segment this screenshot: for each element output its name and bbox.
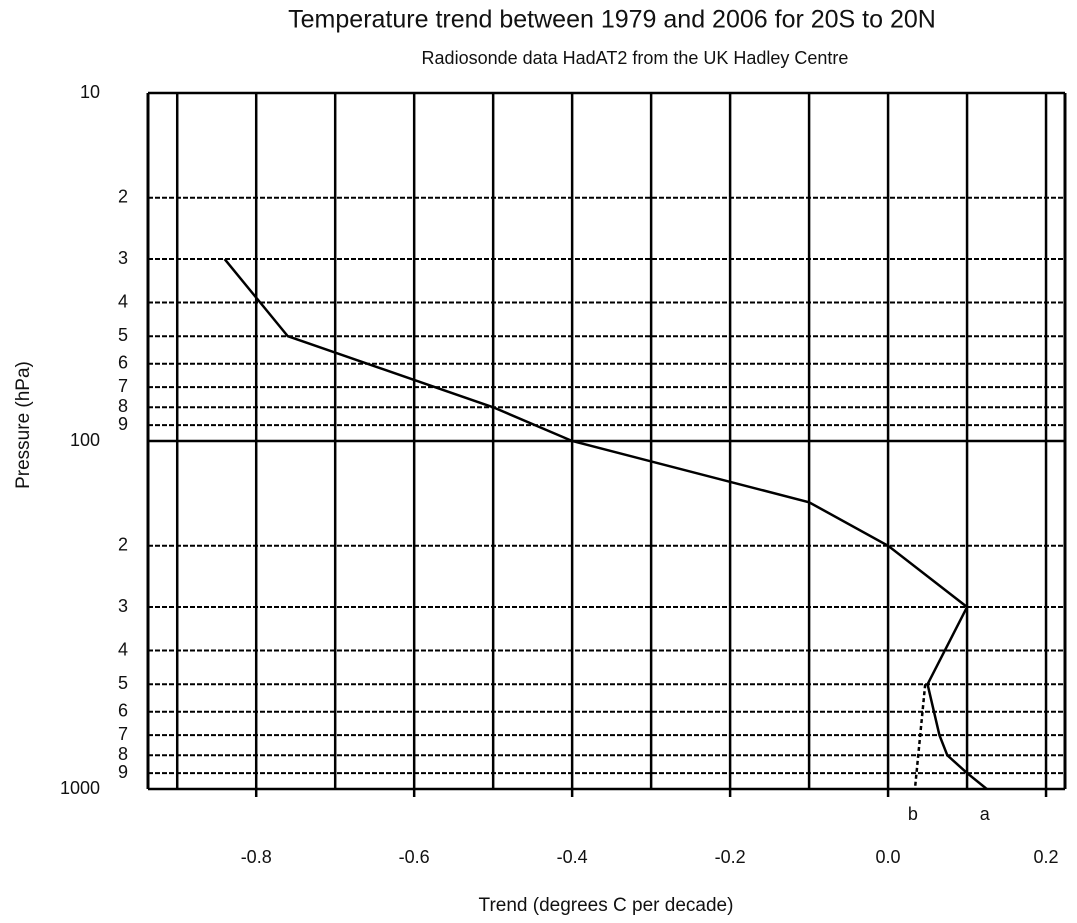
y-tick-label: 6 <box>118 353 128 373</box>
x-tick-label: 0.2 <box>1034 847 1059 867</box>
x-tick-label: -0.4 <box>557 847 588 867</box>
y-tick-label: 7 <box>118 376 128 396</box>
y-tick-label: 1000 <box>60 778 100 798</box>
y-tick-label: 7 <box>118 724 128 744</box>
data-line <box>223 258 988 790</box>
y-tick-label: 9 <box>118 414 128 434</box>
x-tick-label: -0.8 <box>241 847 272 867</box>
x-tick-label: -0.6 <box>399 847 430 867</box>
y-tick-label: 2 <box>118 187 128 207</box>
chart-subtitle: Radiosonde data HadAT2 from the UK Hadle… <box>422 48 849 68</box>
chart-title: Temperature trend between 1979 and 2006 … <box>288 6 936 34</box>
y-tick-label: 2 <box>118 535 128 555</box>
data-line <box>913 684 927 790</box>
y-tick-label: 3 <box>118 596 128 616</box>
x-tick-label: 0.0 <box>876 847 901 867</box>
series-label: b <box>908 804 918 824</box>
series-label: a <box>980 804 991 824</box>
y-tick-label: 4 <box>118 639 128 659</box>
y-tick-label: 5 <box>118 325 128 345</box>
y-tick-label: 8 <box>118 396 128 416</box>
y-tick-label: 4 <box>118 291 128 311</box>
x-axis-title: Trend (degrees C per decade) <box>479 895 734 916</box>
y-tick-label: 6 <box>118 701 128 721</box>
y-tick-label: 3 <box>118 248 128 268</box>
y-tick-label: 8 <box>118 744 128 764</box>
y-axis-title: Pressure (hPa) <box>13 361 34 489</box>
y-tick-label: 5 <box>118 673 128 693</box>
x-tick-label: -0.2 <box>715 847 746 867</box>
y-tick-label: 9 <box>118 762 128 782</box>
y-tick-label: 10 <box>80 82 100 102</box>
y-tick-label: 100 <box>70 430 100 450</box>
